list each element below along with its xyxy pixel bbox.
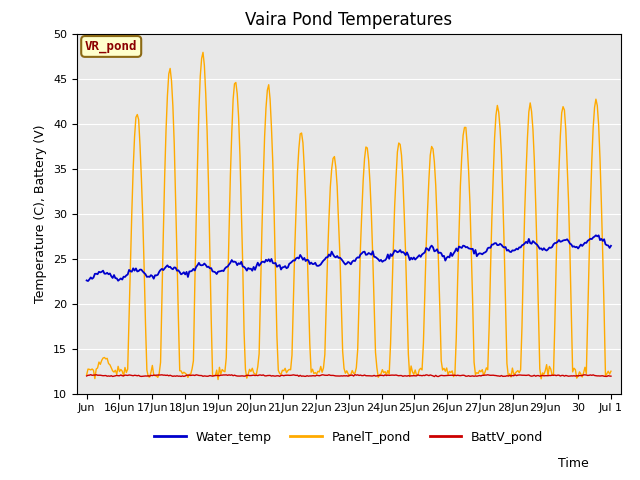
Y-axis label: Temperature (C), Battery (V): Temperature (C), Battery (V) (35, 124, 47, 303)
Text: VR_pond: VR_pond (85, 40, 138, 53)
Text: Time: Time (558, 457, 589, 470)
Legend: Water_temp, PanelT_pond, BattV_pond: Water_temp, PanelT_pond, BattV_pond (149, 426, 548, 448)
Title: Vaira Pond Temperatures: Vaira Pond Temperatures (245, 11, 452, 29)
